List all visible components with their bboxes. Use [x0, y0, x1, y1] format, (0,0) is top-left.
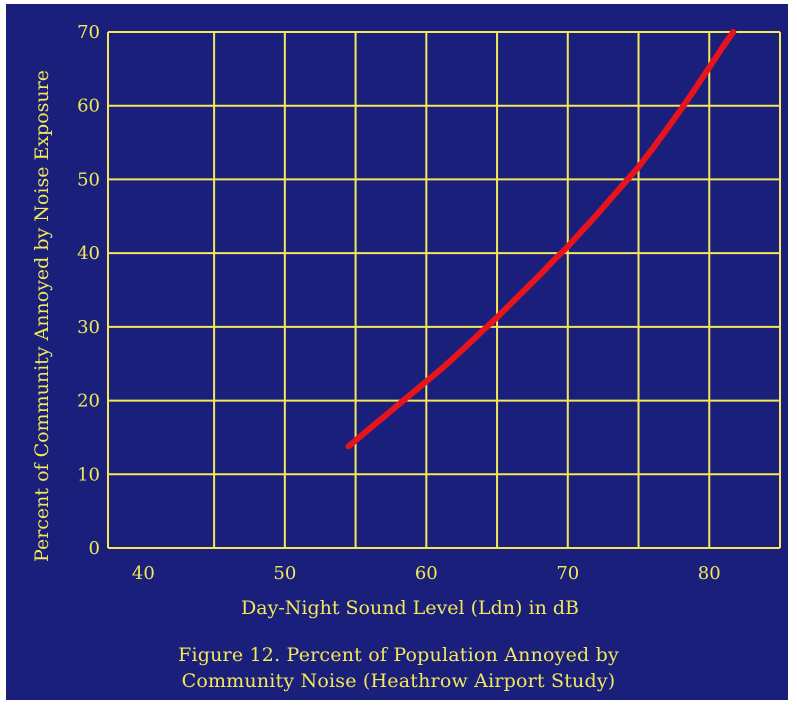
figure-caption-line-2: Community Noise (Heathrow Airport Study): [181, 670, 616, 692]
figure-caption-line-1: Figure 12. Percent of Population Annoyed…: [178, 644, 619, 666]
x-tick-label: 40: [132, 563, 155, 584]
chart-figure: [6, 4, 788, 700]
y-tick-label: 30: [77, 317, 100, 338]
grid-layer: [107, 31, 781, 549]
x-tick-label: 70: [556, 563, 579, 584]
y-tick-label: 0: [89, 538, 100, 559]
y-tick-label: 20: [77, 391, 100, 412]
x-tick-label: 60: [415, 563, 438, 584]
x-axis-label: Day-Night Sound Level (Ldn) in dB: [241, 597, 579, 619]
y-tick-label: 70: [77, 22, 100, 43]
y-axis-label: Percent of Community Annoyed by Noise Ex…: [31, 70, 53, 562]
y-tick-label: 50: [77, 169, 100, 190]
annoyance-curve: [345, 29, 737, 450]
x-tick-label: 50: [273, 563, 296, 584]
series-layer: [345, 29, 737, 450]
x-tick-label: 80: [698, 563, 721, 584]
y-tick-label: 10: [77, 464, 100, 485]
tick-label-layer: 40 50 60 70 80 0 10 20 30 40 50 60 70: [77, 22, 721, 584]
y-tick-label: 60: [77, 96, 100, 117]
y-tick-label: 40: [77, 243, 100, 264]
